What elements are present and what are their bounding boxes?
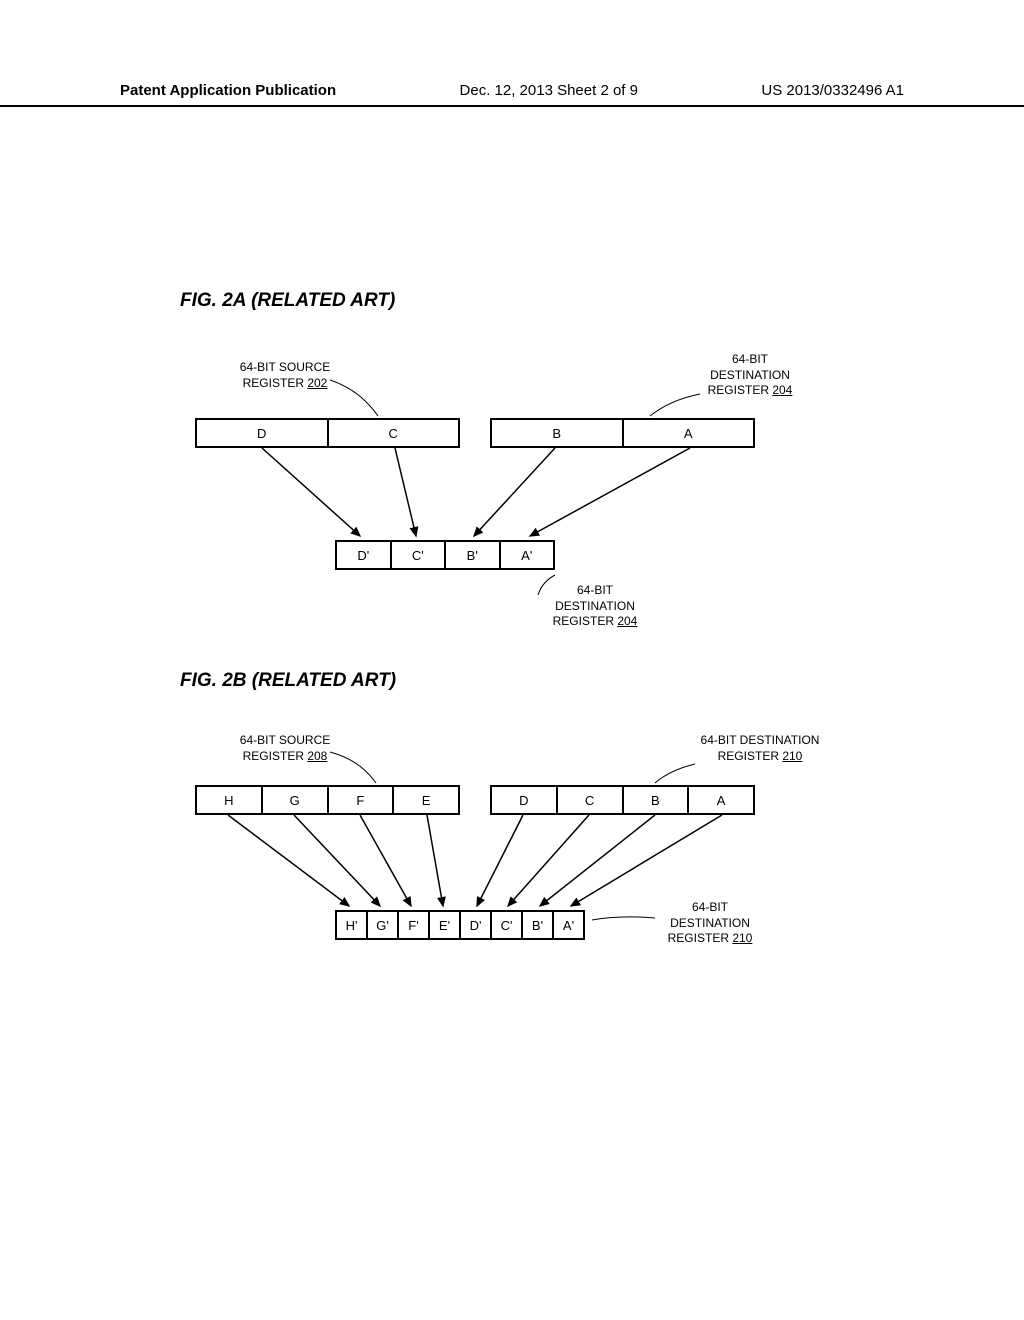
- fig2b-arrows: [0, 0, 1024, 1000]
- fig2b-result-label: 64-BIT DESTINATION REGISTER 210: [655, 900, 765, 947]
